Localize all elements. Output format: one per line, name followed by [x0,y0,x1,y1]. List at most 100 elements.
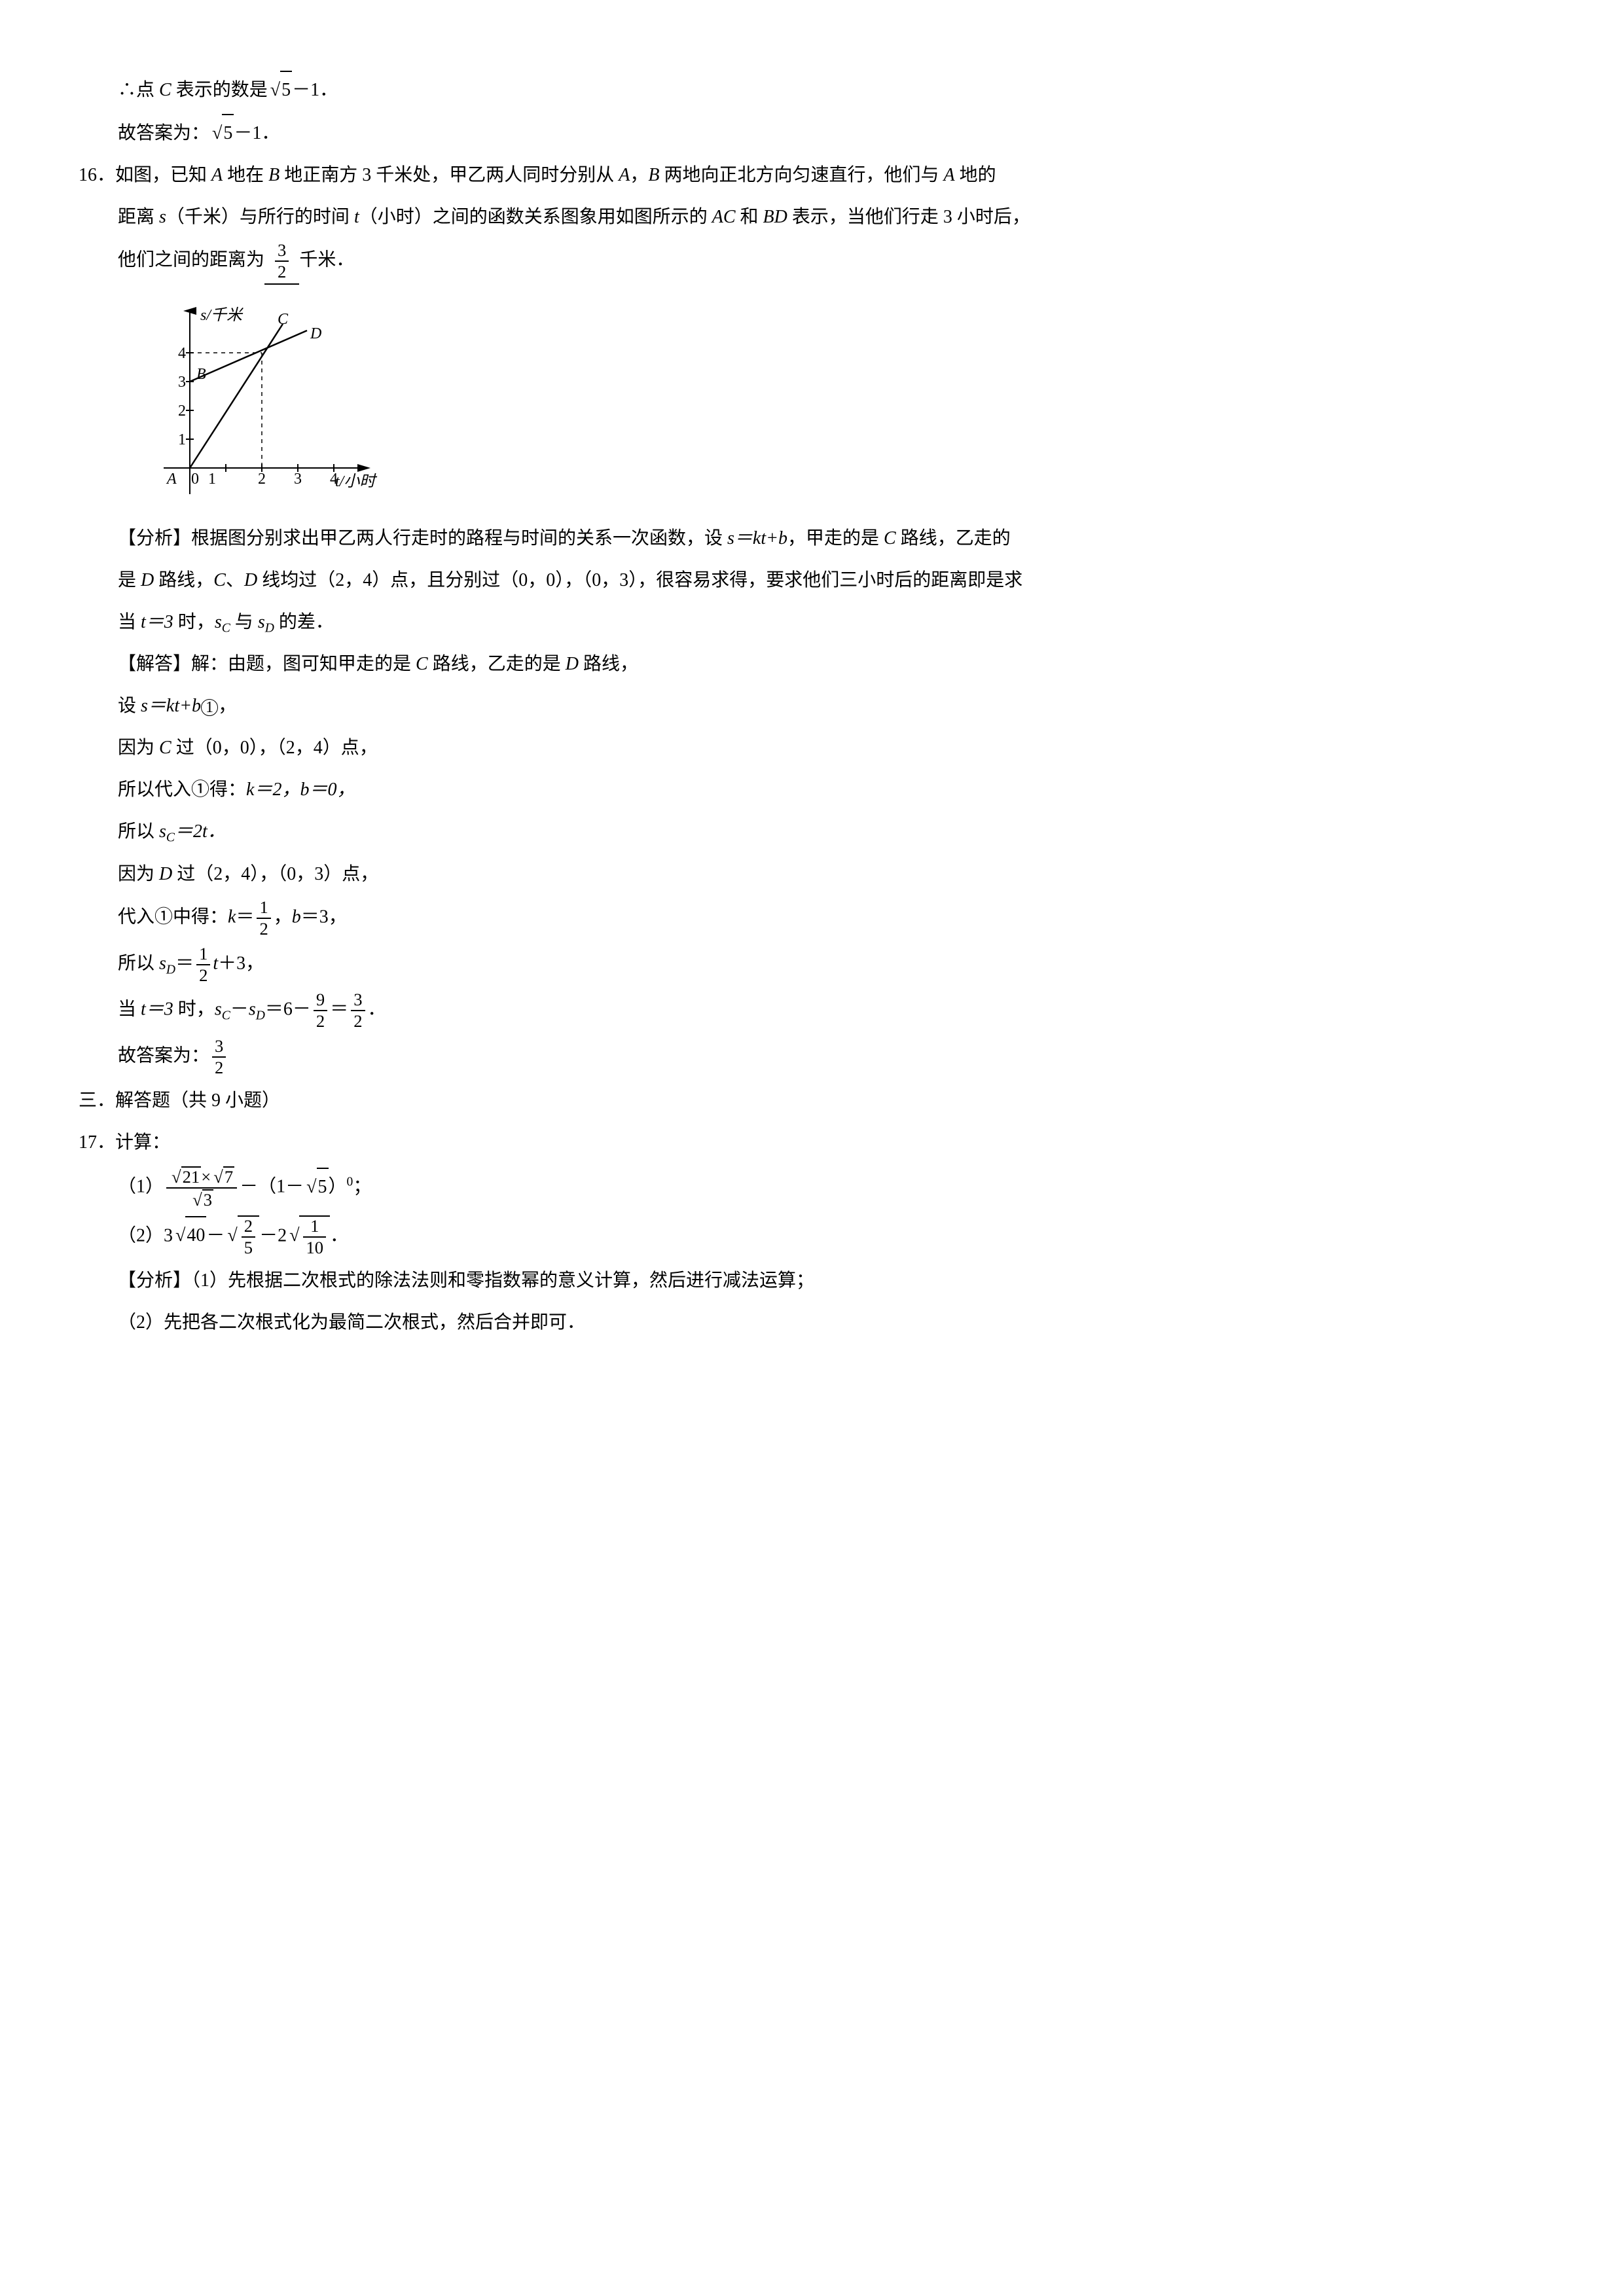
frac-1-10: 110 [303,1217,326,1258]
text: ＝3， [301,907,347,927]
text: ， [630,165,648,185]
var-D: D [566,654,579,674]
p16-sol-l7: 代入①中得：k＝12，b＝3， [79,898,1545,939]
p17-q1: （1） 21×7 3 －（1－5）0； [79,1166,1545,1210]
denominator: 5 [242,1238,255,1257]
sqrt-3: 3 [190,1189,213,1210]
text: 如图，已知 [115,165,211,185]
text: 路线，乙走的是 [428,654,566,674]
sub-D: D [256,1009,265,1022]
solution-label: 【解答】 [118,654,191,674]
eq: s＝kt+b [141,696,201,716]
var-C: C [213,570,226,590]
var-C: C [159,738,171,758]
y-ticks: 1 2 3 4 [178,345,194,448]
text: 因为 [118,738,159,758]
sqrt-21: 21 [169,1166,201,1187]
numerator: 3 [212,1037,226,1058]
sqrt-frac-2-5: 25 [225,1215,259,1258]
numerator: 1 [303,1217,326,1238]
var-A: A [211,165,223,185]
xtick-3: 3 [294,471,302,488]
p16-sol-l4: 所以代入①得：k＝2，b＝0， [79,772,1545,808]
sqrt-40: 40 [173,1216,206,1254]
eq: k＝2，b＝0， [246,780,355,800]
text: 所以 [118,953,159,973]
coef-3: 3 [164,1225,173,1246]
text: 代入①中得： [118,907,228,927]
text: 过（0，0），（2，4）点， [171,738,378,758]
radicand: 5 [222,114,234,152]
p16-analysis-l3: 当 t＝3 时，sC 与 sD 的差． [79,604,1545,641]
text: － [230,999,249,1020]
frac-3-2: 32 [212,1037,226,1078]
text: ． [368,999,386,1020]
text: ，甲走的是 [787,528,884,548]
text: 他们之间的距离为 [118,250,264,270]
text: 的差． [274,612,334,632]
var-s: s [258,612,265,632]
y-axis-label: s/千米 [200,306,244,324]
numerator: 2 [242,1217,255,1238]
p15-conclusion: ∴点 C 表示的数是5－1． [79,71,1545,109]
radicand: 5 [317,1168,329,1206]
text: 地的 [955,165,996,185]
eq: ＝2t． [175,821,226,842]
p16-stem-line3: 他们之间的距离为 32 千米． [79,241,1545,285]
text: 三．解答题（共 9 小题） [79,1090,280,1111]
label-A: A [166,471,177,488]
frac-3-2: 32 [275,241,289,282]
text: 当 [118,612,141,632]
text: ＋3， [218,953,264,973]
q1-frac: 21× 7 3 [166,1166,237,1210]
radicand: 7 [223,1166,234,1187]
problem-number: 16． [79,165,115,185]
var-b: b [292,907,301,927]
denominator: 10 [303,1238,326,1257]
label-D: D [310,325,321,342]
var-s: s [249,999,256,1020]
text: 故答案为： [118,1045,209,1066]
text: 两地向正北方向匀速直行，他们与 [660,165,944,185]
text: －1． [234,123,280,143]
text: ， [218,696,236,716]
text: 线均过（2，4）点，且分别过（0，0），（0，3），很容易求得，要求他们三小时后… [257,570,1022,590]
text: 和 [736,207,763,227]
text: 解：由题，图可知甲走的是 [191,654,416,674]
var-D: D [244,570,257,590]
var-k: k [228,907,236,927]
p16-stem-line1: 16．如图，已知 A 地在 B 地正南方 3 千米处，甲乙两人同时分别从 A，B… [79,157,1545,194]
denominator: 2 [314,1011,327,1031]
text: 时， [173,612,215,632]
text: 千米． [299,250,354,270]
p17-q2: （2）340－25－2110． [79,1215,1545,1258]
sub-C: C [222,1009,230,1022]
var-C: C [159,80,171,100]
text: 、 [226,570,244,590]
p16-analysis-l1: 【分析】根据图分别求出甲乙两人行走时的路程与时间的关系一次函数，设 s＝kt+b… [79,520,1545,557]
radicand: 21 [181,1166,202,1187]
answer-blank: 32 [264,241,299,285]
text: ） [329,1177,347,1197]
denominator: 2 [212,1058,226,1077]
p17-analysis-l2: （2）先把各二次根式化为最简二次根式，然后合并即可． [79,1304,1545,1341]
x-axis-label: t/小时 [335,473,377,490]
var-AC: AC [712,207,736,227]
numerator: 1 [257,898,270,919]
p16-sol-l2: 设 s＝kt+b1， [79,688,1545,725]
var-B: B [648,165,659,185]
text: 所以 [118,821,159,842]
var-s: s [159,207,166,227]
text: （2）先把各二次根式化为最简二次根式，然后合并即可． [118,1312,585,1333]
sqrt-frac-1-10: 110 [287,1215,330,1258]
text: ∴点 [118,80,159,100]
analysis-label: 【分析】 [118,528,191,548]
text: 表示的数是 [171,80,268,100]
frac-3-2: 32 [351,990,365,1031]
times: × [201,1167,211,1187]
text: 所以代入①得： [118,780,246,800]
denominator: 2 [275,262,289,281]
denominator: 2 [196,965,210,985]
text: 路线，乙走的 [896,528,1011,548]
numerator: 9 [314,990,327,1011]
